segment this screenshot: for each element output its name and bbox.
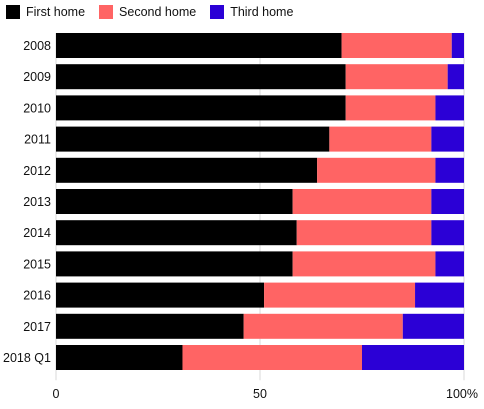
legend-item-third-home: Third home <box>210 5 293 19</box>
bar-2014-first-home <box>56 220 297 246</box>
bar-2009-third-home <box>447 64 464 90</box>
bar-2018-q1-first-home <box>56 345 183 370</box>
bar-2017-third-home <box>402 313 464 339</box>
y-tick-label: 2018 Q1 <box>3 351 51 365</box>
y-tick-label: 2015 <box>23 257 51 271</box>
y-tick-label: 2008 <box>23 39 51 53</box>
bar-2018-q1-third-home <box>362 345 464 370</box>
bar-2014-third-home <box>431 220 464 246</box>
y-tick-label: 2010 <box>23 101 51 115</box>
legend-swatch-second-home <box>99 5 114 19</box>
bar-2016-second-home <box>264 282 416 308</box>
bar-2013-second-home <box>292 189 432 214</box>
bar-2009-first-home <box>56 64 346 90</box>
bar-2010-first-home <box>56 95 346 121</box>
bar-2011-second-home <box>329 126 432 152</box>
y-tick-label: 2012 <box>23 164 51 178</box>
legend-label-second-home: Second home <box>119 5 197 19</box>
bar-2012-second-home <box>317 157 436 183</box>
bar-2017-first-home <box>56 313 244 339</box>
bar-2013-first-home <box>56 189 293 214</box>
bar-2011-first-home <box>56 126 330 152</box>
legend-swatch-third-home <box>210 5 225 19</box>
bar-2015-first-home <box>56 251 293 277</box>
legend-item-second-home: Second home <box>99 5 196 19</box>
bar-2008-first-home <box>56 33 342 58</box>
bar-2013-third-home <box>431 189 464 214</box>
bar-2015-second-home <box>292 251 436 277</box>
legend-swatch-first-home <box>6 5 20 19</box>
bar-2014-second-home <box>296 220 432 246</box>
legend-item-first-home: First home <box>6 5 85 19</box>
x-tick-label: 0 <box>53 387 60 401</box>
bar-2018-q1-second-home <box>182 345 362 370</box>
bar-2011-third-home <box>431 126 464 152</box>
bar-2009-second-home <box>345 64 448 90</box>
y-tick-label: 2016 <box>23 289 51 303</box>
bar-2008-third-home <box>451 33 464 58</box>
bar-2010-third-home <box>435 95 464 121</box>
y-tick-label: 2011 <box>24 133 51 147</box>
y-tick-label: 2009 <box>23 70 51 84</box>
bar-2010-second-home <box>345 95 436 121</box>
bar-2016-third-home <box>415 282 464 308</box>
bar-2017-second-home <box>243 313 403 339</box>
bar-2015-third-home <box>435 251 464 277</box>
legend: First home Second home Third home <box>6 3 293 21</box>
y-tick-label: 2014 <box>23 226 51 240</box>
bar-2012-first-home <box>56 157 318 183</box>
y-tick-label: 2017 <box>23 320 51 334</box>
bar-2008-second-home <box>341 33 452 58</box>
bar-2016-first-home <box>56 282 265 308</box>
x-tick-label: 100% <box>446 387 478 401</box>
bar-2012-third-home <box>435 157 464 183</box>
y-tick-label: 2013 <box>23 195 51 209</box>
x-tick-label: 50 <box>253 387 267 401</box>
legend-label-third-home: Third home <box>230 5 294 19</box>
legend-label-first-home: First home <box>26 5 86 19</box>
